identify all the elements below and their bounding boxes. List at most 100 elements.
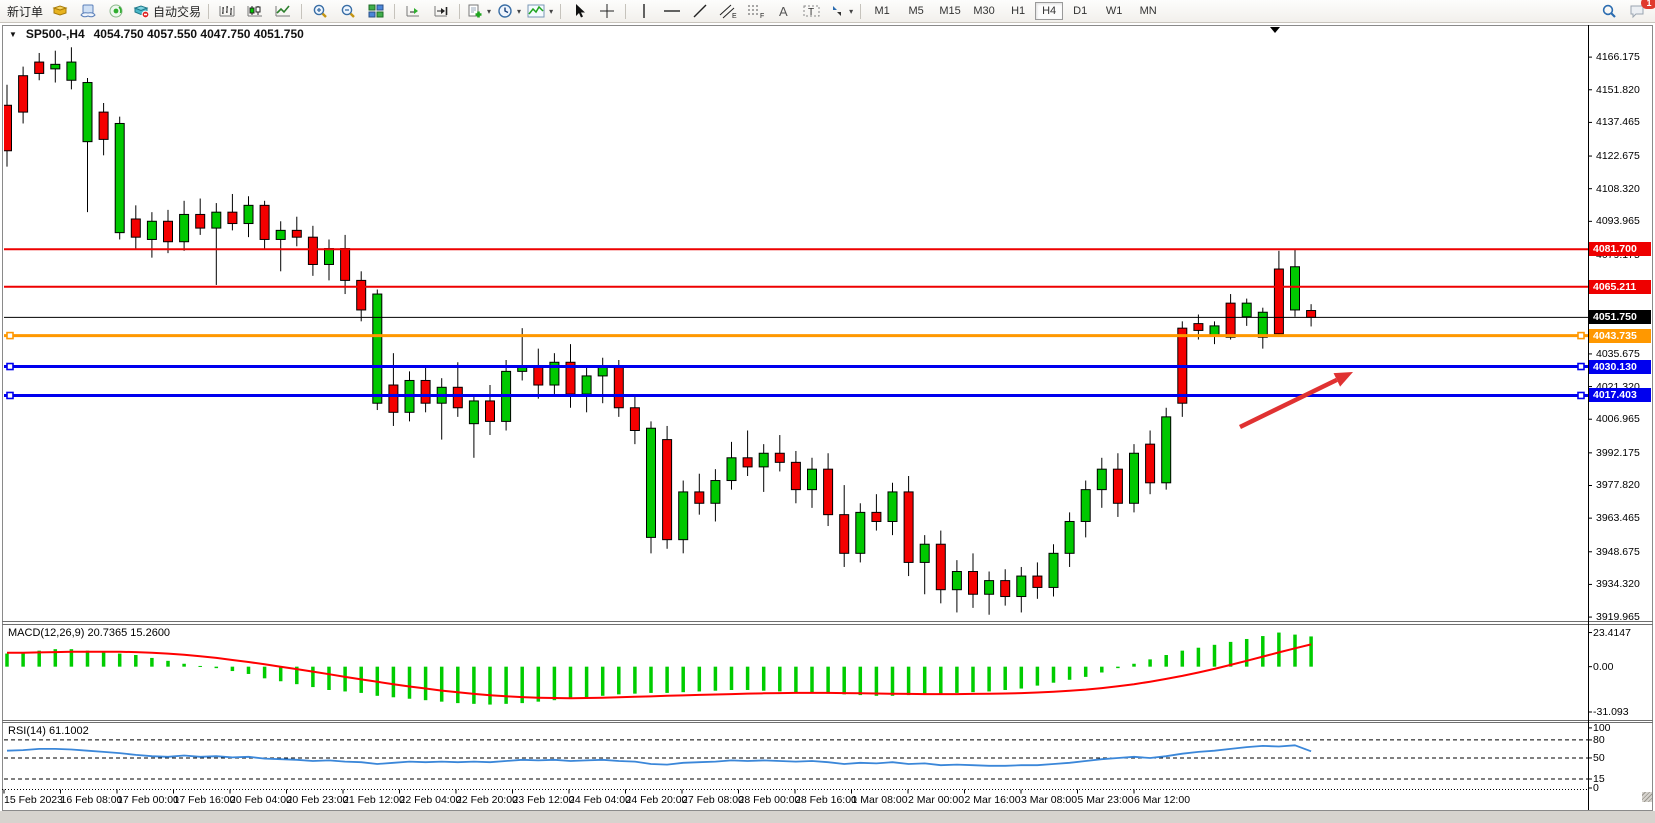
toolbar-separator <box>301 3 303 19</box>
clock-button[interactable]: ▾ <box>494 1 524 21</box>
crosshair-icon <box>600 4 615 18</box>
time-axis-label: 23 Feb 12:00 <box>512 794 575 806</box>
price-tick-label: 4006.965 <box>1596 413 1640 426</box>
crosshair-button[interactable] <box>593 1 621 21</box>
price-level-badge: 4017.403 <box>1589 388 1651 403</box>
price-tick-label: 3992.175 <box>1596 446 1640 459</box>
macd-tick-label: 23.4147 <box>1593 626 1631 639</box>
price-tick-label: 3919.965 <box>1596 611 1640 624</box>
clock-caret[interactable]: ▾ <box>517 6 522 16</box>
timeframe-m5[interactable]: M5 <box>908 5 924 17</box>
rsi-label: RSI(14) 61.1002 <box>8 725 89 737</box>
auto-scroll-button[interactable] <box>399 1 427 21</box>
data-window-icon <box>80 4 96 18</box>
new-order-label: 新订单 <box>7 4 44 19</box>
time-axis-label: 1 Mar 08:00 <box>851 794 908 806</box>
vertical-line-button[interactable] <box>630 1 658 21</box>
time-axis-label: 2 Mar 00:00 <box>908 794 965 806</box>
chart-collapse-icon[interactable]: ▼ <box>9 29 17 39</box>
time-axis-label: 16 Feb 08:00 <box>60 794 123 806</box>
candle-chart-button[interactable] <box>241 1 269 21</box>
chart-window[interactable] <box>2 25 1653 811</box>
price-tick-label: 3963.465 <box>1596 512 1640 525</box>
timeframe-group: M1 M5 M15 M30 H1 H4 D1 W1 MN <box>865 2 1165 20</box>
new-chart-button[interactable]: ▾ <box>464 1 494 21</box>
autotrade-button[interactable]: 自动交易 <box>130 1 204 21</box>
time-axis-label: 24 Feb 20:00 <box>625 794 688 806</box>
text-button[interactable]: A <box>770 1 798 21</box>
timeframe-h1[interactable]: H1 <box>1011 5 1026 17</box>
new-order-button[interactable]: 新订单 <box>4 1 46 21</box>
search-icon <box>1602 4 1616 18</box>
data-window-button[interactable] <box>74 1 102 21</box>
resize-grip-icon[interactable] <box>1642 792 1652 802</box>
tile-windows-button[interactable] <box>362 1 390 21</box>
chat-button[interactable]: 1 <box>1623 0 1655 21</box>
horizontal-line-icon <box>664 10 681 12</box>
signal-icon <box>109 4 123 18</box>
text-label-button[interactable]: T <box>798 1 826 21</box>
chart-shift-button[interactable] <box>427 1 455 21</box>
fibonacci-button[interactable]: F <box>742 1 770 21</box>
equidistant-channel-button[interactable]: E <box>714 1 742 21</box>
time-axis-label: 2 Mar 16:00 <box>964 794 1021 806</box>
time-axis-label: 24 Feb 04:00 <box>569 794 631 806</box>
time-axis-label: 28 Feb 16:00 <box>795 794 857 806</box>
rsi-tick-label: 15 <box>1593 772 1605 785</box>
indicators-caret[interactable]: ▾ <box>549 6 554 16</box>
svg-text:F: F <box>760 13 764 19</box>
zoom-out-icon <box>341 4 355 18</box>
arrows-icon <box>833 6 842 16</box>
new-chart-icon <box>468 4 482 18</box>
text-label-icon: T <box>803 5 820 18</box>
cursor-button[interactable] <box>565 1 593 21</box>
timeframe-mn[interactable]: MN <box>1139 5 1157 17</box>
timeframe-w1[interactable]: W1 <box>1105 5 1123 17</box>
zoom-in-icon <box>313 4 327 18</box>
trendline-button[interactable] <box>686 1 714 21</box>
chart-shift-icon <box>434 6 448 17</box>
timeframe-m15[interactable]: M15 <box>939 5 961 17</box>
svg-text:E: E <box>732 13 737 19</box>
chart-ohlc-values: 4054.750 4057.550 4047.750 4051.750 <box>93 27 304 41</box>
vertical-line-icon <box>643 4 645 18</box>
price-tick-label: 3934.320 <box>1596 578 1640 591</box>
indicators-icon <box>527 4 545 18</box>
fibonacci-icon: F <box>748 5 764 19</box>
timeframe-d1[interactable]: D1 <box>1073 5 1088 17</box>
rsi-tick-label: 50 <box>1593 751 1605 764</box>
rsi-tick-label: 0 <box>1593 782 1599 794</box>
signal-button[interactable] <box>102 1 130 21</box>
time-axis-label: 22 Feb 20:00 <box>456 794 518 806</box>
timeframe-m1[interactable]: M1 <box>874 5 890 17</box>
time-axis-label: 22 Feb 04:00 <box>399 794 462 806</box>
zoom-out-button[interactable] <box>334 1 362 21</box>
line-chart-button[interactable] <box>269 1 297 21</box>
price-tick-label: 4166.175 <box>1596 51 1640 64</box>
arrows-button[interactable]: ▾ <box>826 1 856 21</box>
chat-badge: 1 <box>1641 0 1655 9</box>
price-level-badge: 4051.750 <box>1589 310 1651 325</box>
time-axis-label: 20 Feb 23:00 <box>286 794 349 806</box>
rsi-tick-label: 100 <box>1593 721 1611 734</box>
toolbar-separator <box>208 3 210 19</box>
time-axis-label: 28 Feb 00:00 <box>738 794 801 806</box>
price-level-badge: 4081.700 <box>1589 242 1651 257</box>
arrows-caret[interactable]: ▾ <box>849 6 854 16</box>
indicators-button[interactable]: ▾ <box>524 1 556 21</box>
search-button[interactable] <box>1595 1 1623 21</box>
toolbar-separator <box>560 3 562 19</box>
zoom-in-button[interactable] <box>306 1 334 21</box>
timeframe-h4[interactable]: H4 <box>1035 2 1064 20</box>
horizontal-line-button[interactable] <box>658 1 686 21</box>
time-axis-label: 17 Feb 16:00 <box>173 794 236 806</box>
trendline-icon <box>693 4 707 18</box>
price-tick-label: 4151.820 <box>1596 83 1640 96</box>
candle-chart-icon <box>247 6 263 17</box>
new-chart-caret[interactable]: ▾ <box>487 6 492 16</box>
price-level-badge: 4065.211 <box>1589 279 1651 294</box>
market-watch-button[interactable] <box>46 1 74 21</box>
bar-chart-button[interactable] <box>213 1 241 21</box>
price-tick-label: 4137.465 <box>1596 116 1640 129</box>
timeframe-m30[interactable]: M30 <box>973 5 995 17</box>
